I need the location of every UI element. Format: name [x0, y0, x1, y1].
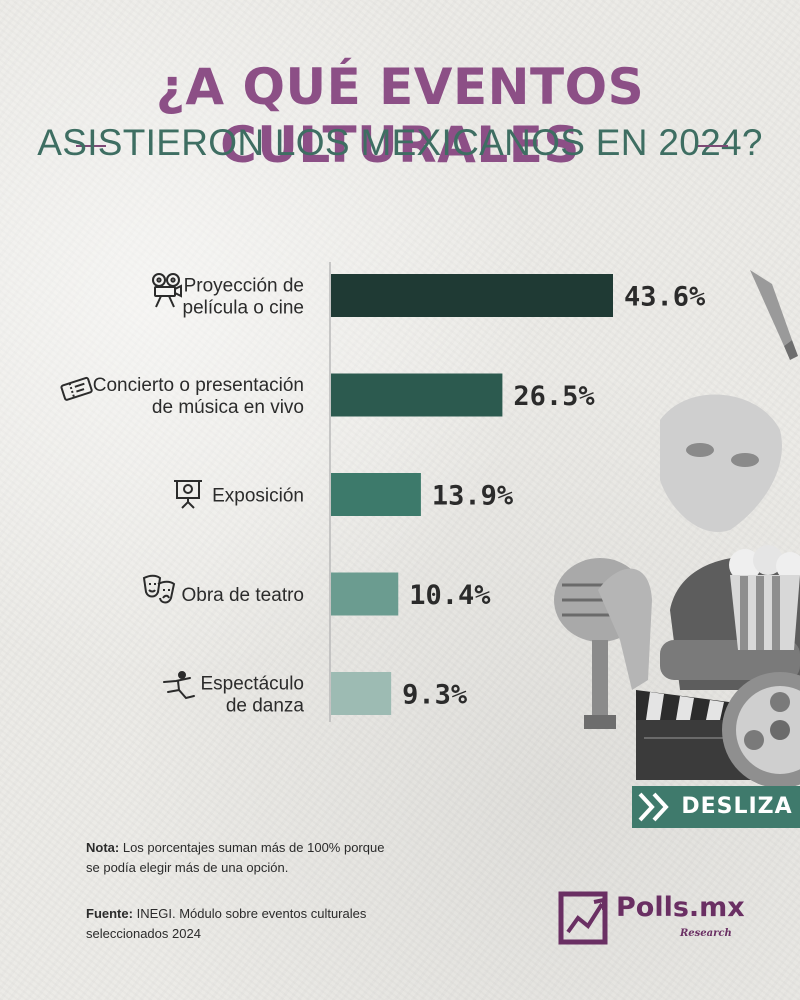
desliza-button[interactable] — [632, 786, 800, 828]
category-label-2-0: Exposición — [212, 486, 304, 507]
value-label-4: 9.3% — [402, 680, 468, 711]
source: Fuente: INEGI. Módulo sobre eventos cult… — [86, 904, 386, 944]
theater-masks-icon — [142, 574, 176, 604]
value-label-3: 10.4% — [409, 580, 491, 611]
bar-3 — [331, 572, 399, 616]
bar-1 — [331, 373, 503, 417]
bar-4 — [331, 672, 392, 715]
note-label: Nota: — [86, 840, 120, 855]
bar-0 — [331, 274, 613, 317]
category-label-4-1: de danza — [226, 696, 305, 717]
value-label-0: 43.6% — [624, 282, 706, 313]
value-label-1: 26.5% — [513, 381, 595, 412]
film-reel-icon — [722, 672, 800, 788]
category-label-1-1: de música en vivo — [152, 397, 304, 418]
note: Nota: Los porcentajes suman más de 100% … — [86, 838, 386, 878]
category-label-4-0: Espectáculo — [200, 674, 304, 695]
dancer-icon — [163, 671, 195, 700]
category-label-3-0: Obra de teatro — [181, 585, 304, 606]
category-label-0-1: película o cine — [183, 298, 304, 319]
source-text: INEGI. Módulo sobre eventos culturales s… — [86, 906, 367, 941]
main-title: ¿A QUÉ EVENTOS CULTURALES — [155, 58, 645, 174]
tickets-icon — [60, 376, 93, 401]
subtitle: ASISTIERON LOS MEXICANOS EN 2024? — [37, 122, 763, 163]
bar-2 — [331, 473, 421, 516]
mask-icon — [660, 394, 782, 532]
brand-name: Polls.mx — [616, 892, 745, 923]
value-label-2: 13.9% — [432, 481, 514, 512]
hand-illustration — [598, 568, 652, 690]
title-dash-right — [698, 145, 728, 147]
paintbrush-icon — [750, 270, 798, 360]
film-projector-icon — [152, 273, 182, 308]
polls-logo-icon — [558, 891, 608, 945]
double-chevron-right-icon — [638, 792, 669, 822]
category-label-0-0: Proyección de — [184, 276, 304, 297]
decorative-illustration — [554, 270, 800, 788]
note-text: Los porcentajes suman más de 100% porque… — [86, 840, 385, 875]
desliza-label: DESLIZA — [681, 794, 793, 819]
source-label: Fuente: — [86, 906, 133, 921]
category-label-1-0: Concierto o presentación — [93, 375, 304, 396]
exhibition-easel-icon — [174, 480, 202, 509]
brand-sub: Research — [680, 928, 732, 939]
title-dash-left — [76, 145, 106, 147]
popcorn-icon — [729, 545, 800, 650]
